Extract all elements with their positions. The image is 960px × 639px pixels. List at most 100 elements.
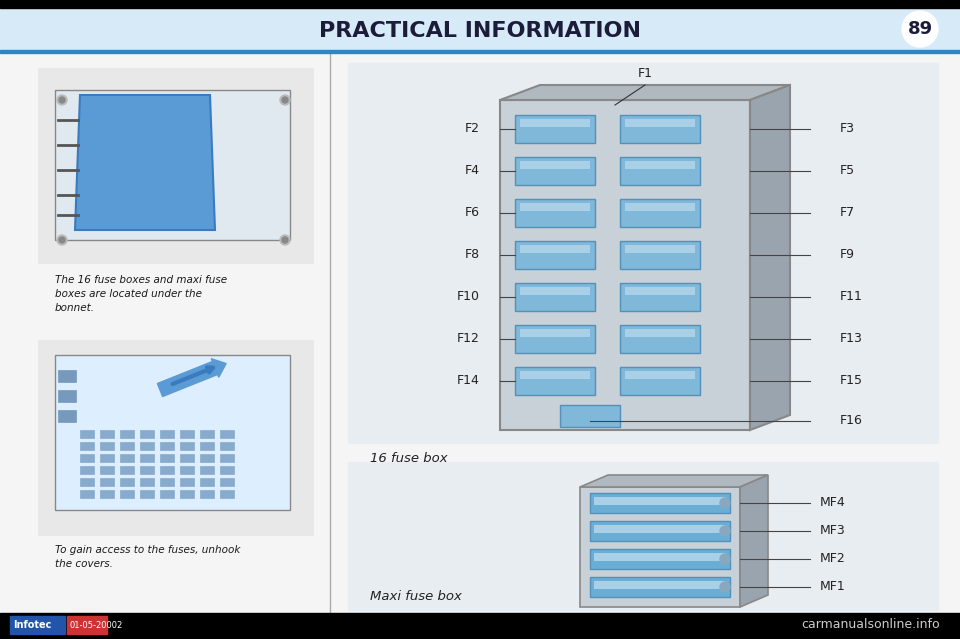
Bar [620, 325, 700, 353]
Text: 16 fuse box: 16 fuse box [370, 452, 447, 465]
Text: MF3: MF3 [820, 525, 846, 537]
Text: F16: F16 [840, 415, 863, 427]
Bar [520, 245, 590, 253]
Circle shape [57, 95, 67, 105]
Bar [180, 430, 194, 438]
FancyArrow shape [157, 358, 227, 396]
Bar [140, 454, 154, 462]
Bar [200, 442, 214, 450]
Bar [80, 466, 94, 474]
Text: MF4: MF4 [820, 497, 846, 509]
Bar [58, 410, 76, 422]
Bar [625, 329, 695, 337]
Bar [515, 325, 595, 353]
Bar [140, 442, 154, 450]
Bar [520, 119, 590, 127]
Bar [520, 203, 590, 211]
Circle shape [282, 97, 288, 103]
Bar [160, 466, 174, 474]
Text: F2: F2 [465, 123, 480, 135]
Bar [38, 68, 313, 263]
Bar [348, 63, 938, 443]
Circle shape [720, 498, 730, 508]
Bar [100, 478, 114, 486]
Bar [594, 581, 726, 589]
Bar [220, 478, 234, 486]
Bar [220, 490, 234, 498]
Circle shape [57, 235, 67, 245]
Bar [0, 0, 960, 8]
Bar [160, 454, 174, 462]
Bar [38, 340, 313, 535]
Bar [120, 454, 134, 462]
Bar [348, 462, 938, 610]
Bar [100, 454, 114, 462]
Text: F4: F4 [465, 164, 480, 178]
Bar [520, 371, 590, 379]
Text: F8: F8 [465, 249, 480, 261]
Bar [80, 430, 94, 438]
Bar [180, 454, 194, 462]
Bar [160, 442, 174, 450]
Bar [515, 115, 595, 143]
Bar [100, 466, 114, 474]
Text: F5: F5 [840, 164, 855, 178]
Bar [515, 283, 595, 311]
Bar [0, 50, 960, 53]
Circle shape [902, 11, 938, 47]
Bar [120, 478, 134, 486]
Text: MF2: MF2 [820, 553, 846, 566]
Bar [140, 490, 154, 498]
Bar [620, 115, 700, 143]
Bar [100, 430, 114, 438]
Polygon shape [55, 355, 290, 510]
Bar [160, 478, 174, 486]
Bar [620, 241, 700, 269]
Circle shape [280, 95, 290, 105]
Bar [560, 405, 620, 427]
Text: F9: F9 [840, 249, 855, 261]
Bar [10, 616, 65, 634]
Bar [520, 161, 590, 169]
Text: F7: F7 [840, 206, 855, 220]
Polygon shape [75, 95, 215, 230]
Bar [620, 157, 700, 185]
Polygon shape [580, 475, 768, 487]
Bar [580, 487, 740, 607]
Text: F14: F14 [457, 374, 480, 387]
Bar [620, 199, 700, 227]
Bar [120, 430, 134, 438]
Text: The 16 fuse boxes and maxi fuse
boxes are located under the
bonnet.: The 16 fuse boxes and maxi fuse boxes ar… [55, 275, 228, 313]
Text: Maxi fuse box: Maxi fuse box [370, 590, 462, 603]
Text: PRACTICAL INFORMATION: PRACTICAL INFORMATION [319, 21, 641, 41]
Bar [220, 454, 234, 462]
Circle shape [280, 235, 290, 245]
Polygon shape [500, 85, 790, 100]
Circle shape [720, 526, 730, 536]
Bar [80, 478, 94, 486]
Bar [200, 478, 214, 486]
Circle shape [282, 237, 288, 243]
Text: 89: 89 [907, 20, 932, 38]
Bar [620, 283, 700, 311]
Circle shape [720, 582, 730, 592]
Polygon shape [55, 90, 290, 240]
Bar [625, 371, 695, 379]
Text: Infotec: Infotec [13, 620, 52, 630]
Polygon shape [740, 475, 768, 607]
Bar [180, 442, 194, 450]
Bar [180, 490, 194, 498]
Bar [515, 367, 595, 395]
Bar [515, 241, 595, 269]
Text: F3: F3 [840, 123, 855, 135]
Bar [594, 497, 726, 505]
Bar [0, 613, 960, 639]
Bar [515, 199, 595, 227]
Bar [58, 370, 76, 382]
Bar [80, 490, 94, 498]
Bar [100, 490, 114, 498]
Bar [180, 466, 194, 474]
Bar [625, 203, 695, 211]
Text: F12: F12 [457, 332, 480, 346]
Bar [180, 478, 194, 486]
